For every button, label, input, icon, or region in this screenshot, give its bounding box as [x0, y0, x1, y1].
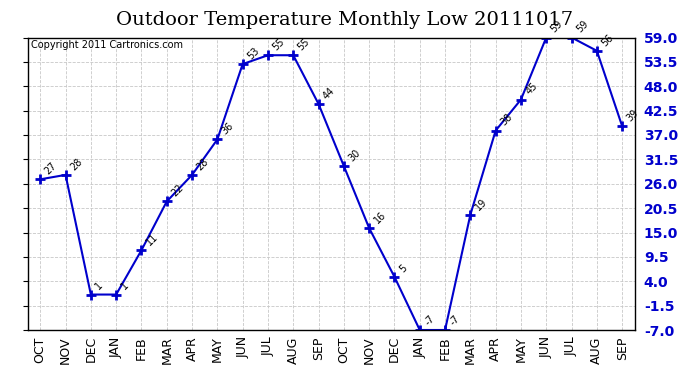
- Text: -7: -7: [422, 313, 437, 327]
- Text: 59: 59: [549, 19, 565, 35]
- Text: 16: 16: [372, 210, 388, 225]
- Text: 1: 1: [119, 280, 130, 292]
- Text: 59: 59: [574, 19, 590, 35]
- Text: 55: 55: [270, 36, 286, 52]
- Text: 11: 11: [144, 232, 160, 248]
- Text: Copyright 2011 Cartronics.com: Copyright 2011 Cartronics.com: [30, 40, 183, 50]
- Text: 19: 19: [473, 196, 489, 212]
- Text: 36: 36: [220, 121, 236, 136]
- Text: 1: 1: [94, 280, 105, 292]
- Text: Outdoor Temperature Monthly Low 20111017: Outdoor Temperature Monthly Low 20111017: [117, 11, 573, 29]
- Text: 28: 28: [68, 156, 84, 172]
- Text: 27: 27: [43, 160, 59, 177]
- Text: 45: 45: [524, 81, 540, 97]
- Text: 22: 22: [170, 183, 186, 199]
- Text: 5: 5: [397, 262, 408, 274]
- Text: 38: 38: [498, 112, 514, 128]
- Text: 53: 53: [246, 45, 262, 62]
- Text: 30: 30: [346, 147, 362, 163]
- Text: 56: 56: [600, 32, 615, 48]
- Text: 28: 28: [195, 156, 210, 172]
- Text: 39: 39: [625, 108, 640, 123]
- Text: 44: 44: [322, 86, 337, 101]
- Text: 55: 55: [296, 36, 312, 52]
- Text: -7: -7: [448, 313, 462, 327]
